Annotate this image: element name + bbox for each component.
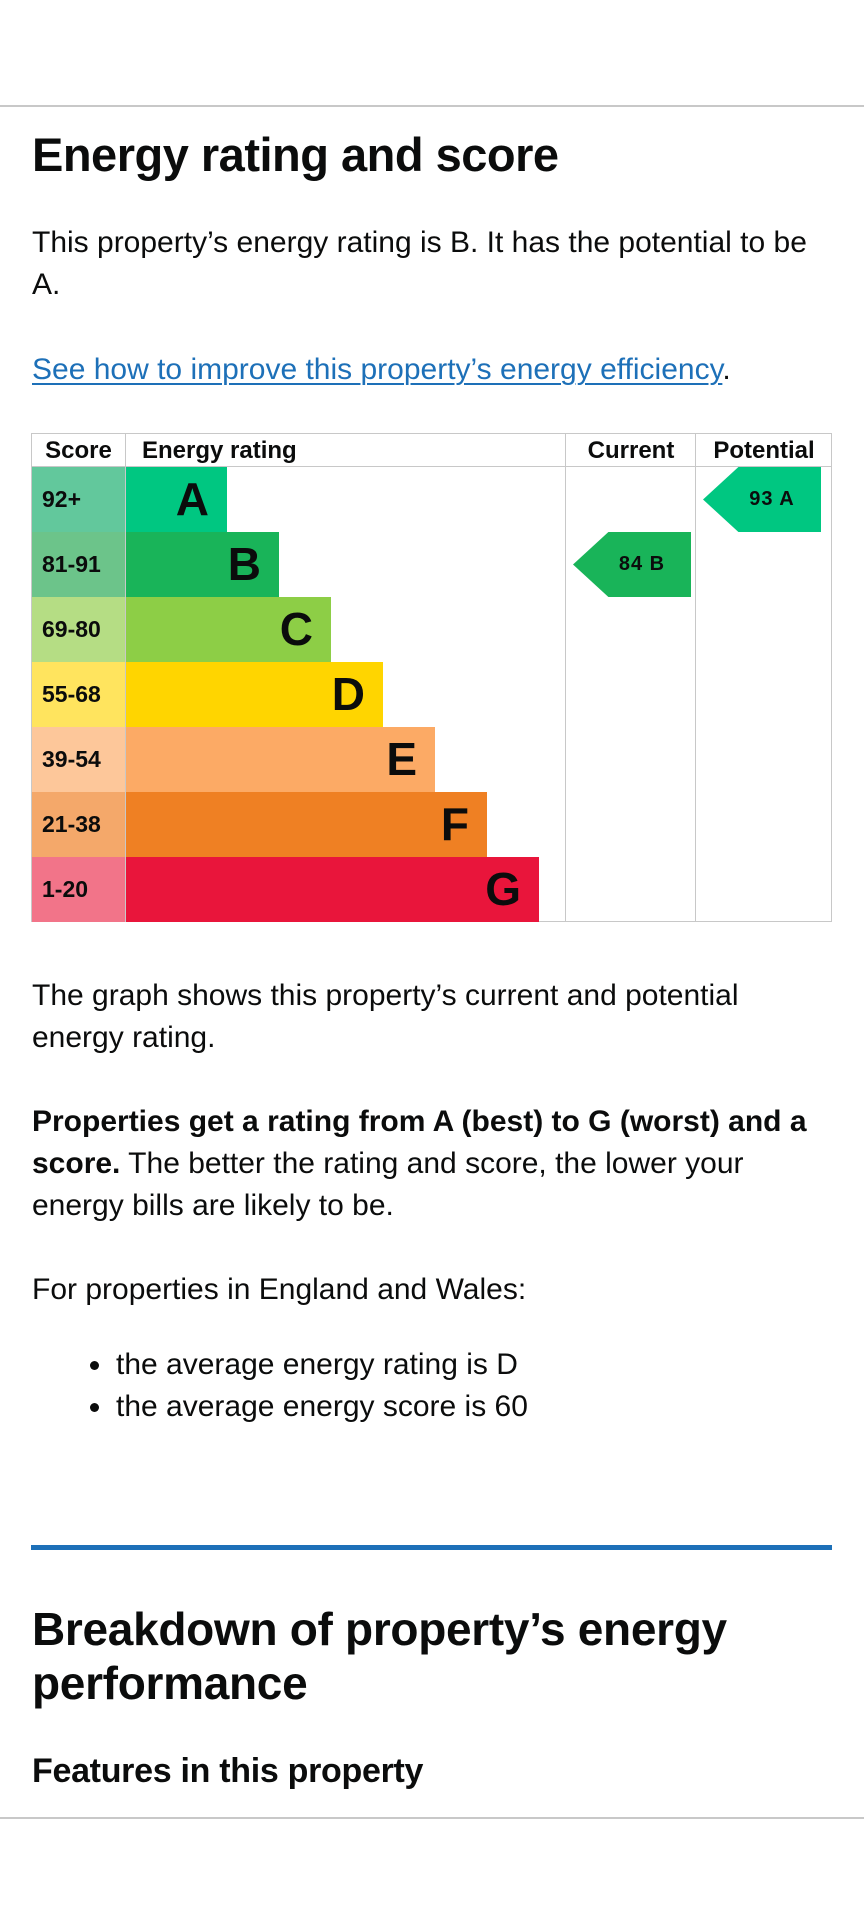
average-rating-text: the average energy rating is D	[116, 1348, 518, 1381]
current-rating-arrow: 84 B	[573, 532, 691, 597]
bottom-divider	[0, 1817, 864, 1819]
rating-band-a: A	[126, 467, 227, 532]
rating-band-g: G	[126, 857, 539, 922]
graph-description: The graph shows this property’s current …	[32, 979, 739, 1054]
list-item: the average energy score is 60	[32, 1386, 528, 1428]
rating-explanation-bold: Properties get a rating from A (best) to…	[32, 1105, 807, 1180]
score-range-b: 81-91	[32, 532, 125, 597]
rating-explanation: Properties get a rating from A (best) to…	[32, 1101, 842, 1227]
improve-efficiency-link[interactable]: See how to improve this property’s energ…	[32, 353, 723, 386]
averages-list: the average energy rating is D the avera…	[32, 1344, 528, 1428]
rating-summary: This property’s energy rating is B. It h…	[32, 226, 807, 301]
rating-band-d: D	[126, 662, 383, 727]
potential-rating-arrow: 93 A	[703, 467, 821, 532]
energy-rating-chart: Score Energy rating Current Potential 92…	[31, 433, 832, 922]
top-divider	[0, 105, 864, 107]
rating-column-header: Energy rating	[125, 434, 562, 467]
bullet-icon	[90, 1361, 99, 1370]
score-range-f: 21-38	[32, 792, 125, 857]
rating-band-f: F	[126, 792, 487, 857]
score-range-d: 55-68	[32, 662, 125, 727]
rating-band-b: B	[126, 532, 279, 597]
column-divider	[125, 434, 126, 921]
column-divider	[695, 434, 696, 921]
improve-link-line: See how to improve this property’s energ…	[32, 349, 731, 391]
list-item: the average energy rating is D	[32, 1344, 528, 1386]
score-range-e: 39-54	[32, 727, 125, 792]
rating-band-e: E	[126, 727, 435, 792]
column-divider	[565, 434, 566, 921]
bullet-icon	[90, 1403, 99, 1412]
score-range-g: 1-20	[32, 857, 125, 922]
averages-lead: For properties in England and Wales:	[32, 1273, 527, 1306]
average-score-text: the average energy score is 60	[116, 1390, 528, 1423]
header-underline	[32, 434, 832, 467]
rating-explanation-rest: The better the rating and score, the low…	[32, 1147, 744, 1222]
rating-band-c: C	[126, 597, 331, 662]
features-heading: Features in this property	[32, 1752, 424, 1790]
score-range-a: 92+	[32, 467, 125, 532]
breakdown-heading: Breakdown of property’s energy performan…	[32, 1603, 727, 1709]
page-title: Energy rating and score	[32, 128, 559, 181]
score-range-c: 69-80	[32, 597, 125, 662]
current-column-header: Current	[566, 434, 696, 467]
section-break	[31, 1545, 832, 1550]
link-suffix: .	[722, 353, 731, 386]
